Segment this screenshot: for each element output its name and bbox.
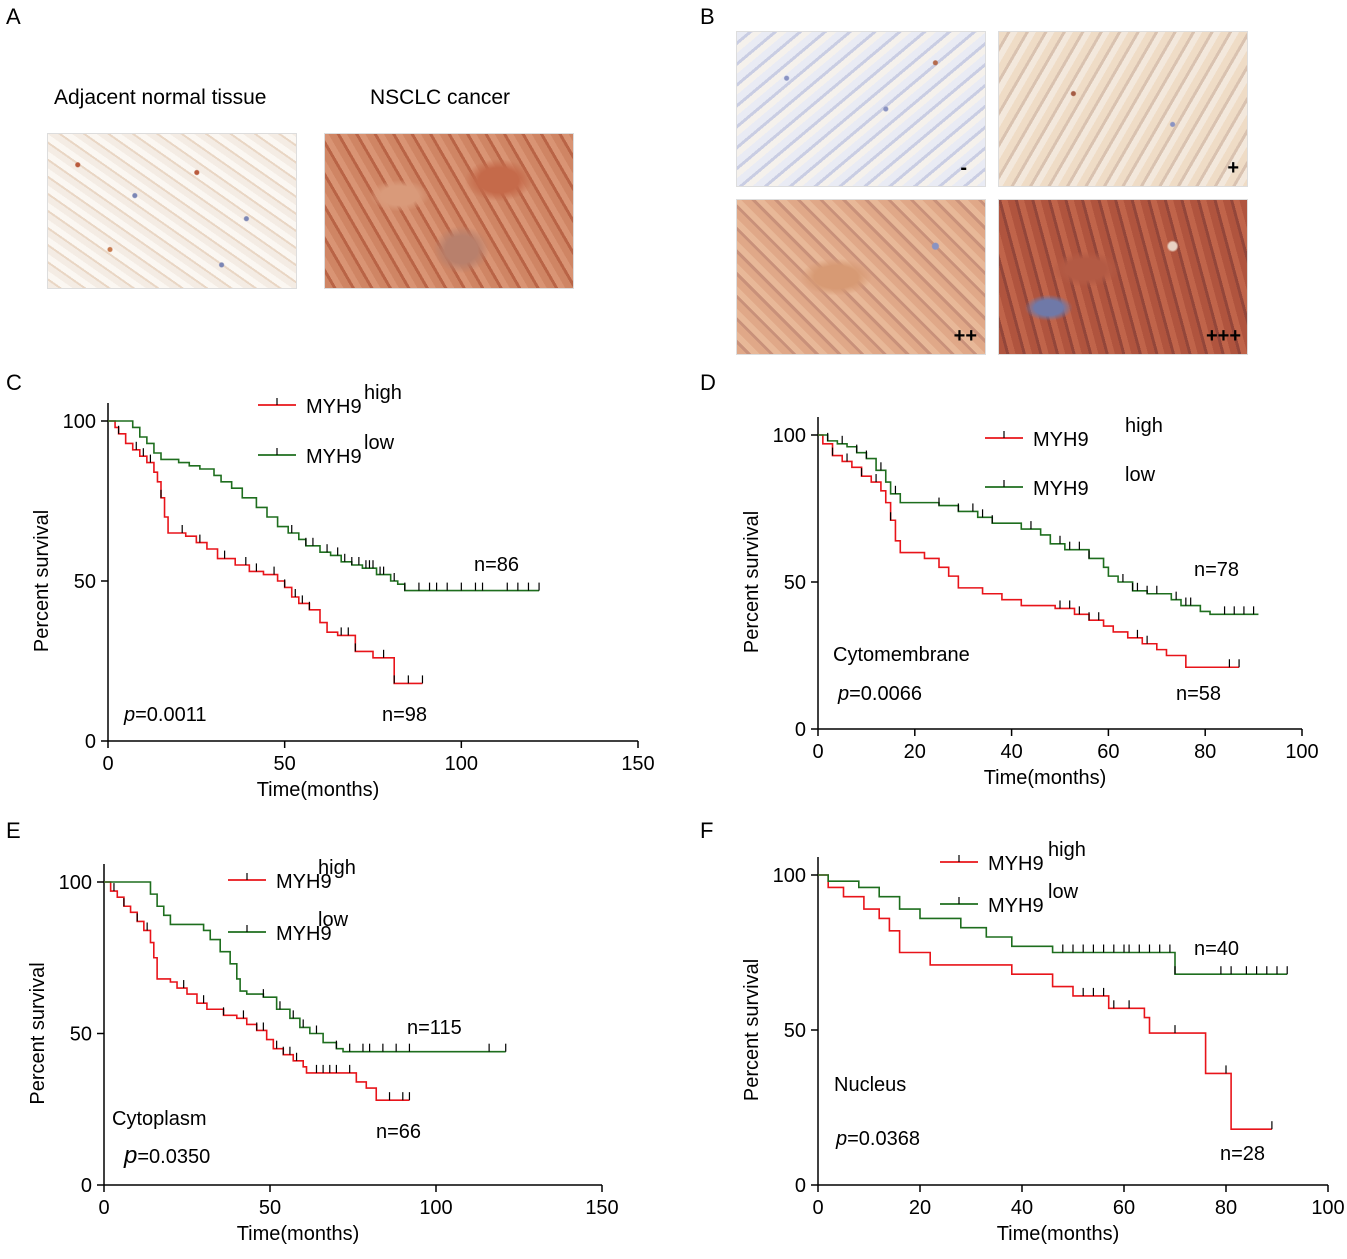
nsclc-cancer-image (324, 133, 574, 289)
chart-d-region-label: Cytomembrane (833, 644, 970, 666)
chart-f-legend-low-superscript: low (1048, 881, 1079, 903)
chart-d-x-tick-label: 100 (1285, 741, 1318, 763)
ihc-grade-moderate-image: ++ (736, 199, 986, 355)
chart-f-y-tick-label: 0 (795, 1175, 806, 1197)
chart-d-x-tick-label: 60 (1097, 741, 1119, 763)
chart-d-y-tick-label: 0 (795, 719, 806, 741)
chart-d-n-high-label: n=58 (1176, 683, 1221, 705)
grade-strong-label: +++ (1205, 325, 1241, 347)
grade-moderate-label: ++ (953, 325, 977, 347)
grade-weak-label: + (1227, 157, 1239, 179)
chart-e-n-high-label: n=66 (376, 1121, 421, 1143)
chart-f-x-tick-label: 60 (1113, 1197, 1135, 1219)
chart-c-x-tick-label: 0 (102, 753, 113, 775)
chart-f-n-high-label: n=28 (1220, 1143, 1265, 1165)
chart-e-x-tick-label: 50 (259, 1197, 281, 1219)
chart-f-series-high-line (818, 874, 1272, 1130)
chart-e-legend-low-superscript: low (318, 909, 349, 931)
chart-e-region-label: Cytoplasm (112, 1108, 206, 1130)
chart-d-x-tick-label: 80 (1194, 741, 1216, 763)
chart-f-n-low-label: n=40 (1194, 938, 1239, 960)
chart-f-y-tick-label: 100 (773, 865, 806, 887)
chart-d-x-tick-label: 40 (1000, 741, 1022, 763)
chart-f-x-label: Time(months) (997, 1223, 1120, 1245)
chart-c-legend-high-superscript: high (364, 382, 402, 404)
normal-tissue-image (47, 133, 297, 289)
chart-f-series-low-line (818, 874, 1288, 975)
chart-e-y-tick-label: 50 (70, 1024, 92, 1046)
chart-c-x-tick-label: 50 (274, 753, 296, 775)
ihc-grade-negative-image: - (736, 31, 986, 187)
panel-c-label: C (6, 370, 22, 395)
chart-d-series-low-line (818, 434, 1259, 616)
chart-c-legend-low-superscript: low (364, 432, 395, 454)
chart-d-p-value: p=0.0066 (837, 683, 922, 705)
chart-d-n-low-label: n=78 (1194, 559, 1239, 581)
caption-normal-tissue: Adjacent normal tissue (54, 86, 267, 109)
chart-f-x-tick-label: 40 (1011, 1197, 1033, 1219)
chart-d-legend-low-superscript: low (1125, 464, 1156, 486)
chart-f-x-tick-label: 80 (1215, 1197, 1237, 1219)
panel-b-label: B (700, 4, 715, 29)
chart-c-n-low-label: n=86 (474, 554, 519, 576)
chart-d-legend-low-label: MYH9 (1033, 478, 1089, 500)
chart-c-legend-low-label: MYH9 (306, 446, 362, 468)
chart-e-x-tick-label: 150 (585, 1197, 618, 1219)
chart-e-legend-low-label: MYH9 (276, 923, 332, 945)
chart-c-x-tick-label: 150 (621, 753, 654, 775)
chart-d-y-tick-label: 50 (784, 572, 806, 594)
chart-e-p-value: p=0.0350 (123, 1142, 210, 1169)
chart-d-x-tick-label: 0 (812, 741, 823, 763)
chart-e-legend-high-label: MYH9 (276, 871, 332, 893)
chart-c-p-value: p=0.0011 (123, 704, 207, 726)
chart-e-y-tick-label: 0 (81, 1175, 92, 1197)
panel-e-label: E (6, 818, 21, 843)
chart-d-y-tick-label: 100 (773, 425, 806, 447)
chart-f-region-label: Nucleus (834, 1074, 906, 1096)
chart-e-series-low-line (104, 881, 506, 1053)
chart-e-x-tick-label: 100 (419, 1197, 452, 1219)
grade-negative-label: - (960, 157, 967, 179)
chart-f-x-tick-label: 100 (1311, 1197, 1344, 1219)
chart-f-legend-high-superscript: high (1048, 839, 1086, 861)
chart-c-x-tick-label: 100 (445, 753, 478, 775)
chart-f-p-value: p=0.0368 (835, 1128, 920, 1150)
chart-c-n-high-label: n=98 (382, 704, 427, 726)
chart-e-x-tick-label: 0 (98, 1197, 109, 1219)
chart-e-x-label: Time(months) (237, 1223, 360, 1245)
chart-c-y-label: Percent survival (31, 510, 53, 652)
chart-e-n-low-label: n=115 (407, 1017, 462, 1039)
panel-a-label: A (6, 4, 21, 29)
panel-f-label: F (700, 818, 714, 843)
chart-d-legend-high-superscript: high (1125, 415, 1163, 437)
chart-d-x-tick-label: 20 (904, 741, 926, 763)
panel-d-label: D (700, 370, 716, 395)
chart-c-series-high-line (108, 420, 423, 685)
chart-f-x-tick-label: 0 (812, 1197, 823, 1219)
chart-e-series-high-line (104, 881, 410, 1101)
ihc-grade-strong-image: +++ (998, 199, 1248, 355)
chart-f-y-label: Percent survival (741, 959, 763, 1101)
chart-e-y-tick-label: 100 (59, 872, 92, 894)
chart-c-y-tick-label: 100 (63, 411, 96, 433)
chart-c-x-label: Time(months) (257, 779, 380, 801)
chart-f-y-tick-label: 50 (784, 1020, 806, 1042)
chart-c-y-tick-label: 50 (74, 571, 96, 593)
chart-d-x-label: Time(months) (984, 767, 1107, 789)
chart-c-legend-high-label: MYH9 (306, 396, 362, 418)
chart-e-legend-high-superscript: high (318, 857, 356, 879)
chart-c-y-tick-label: 0 (85, 731, 96, 753)
ihc-grade-weak-image: + (998, 31, 1248, 187)
chart-d-legend-high-label: MYH9 (1033, 429, 1089, 451)
chart-f-legend-low-label: MYH9 (988, 895, 1044, 917)
chart-d-y-label: Percent survival (741, 511, 763, 653)
chart-e-y-label: Percent survival (27, 962, 49, 1104)
chart-f-x-tick-label: 20 (909, 1197, 931, 1219)
chart-f-legend-high-label: MYH9 (988, 853, 1044, 875)
caption-nsclc-cancer: NSCLC cancer (370, 86, 511, 109)
chart-c-series-low-line (108, 420, 540, 592)
